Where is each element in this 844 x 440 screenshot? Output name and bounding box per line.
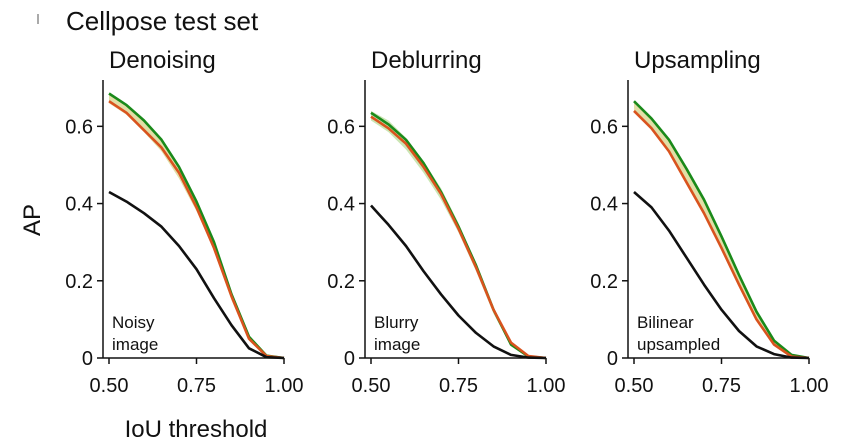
panel-title: Upsampling bbox=[634, 47, 761, 74]
y-tick-label: 0 bbox=[344, 348, 355, 370]
y-tick-label: 0.6 bbox=[590, 116, 618, 138]
panel-annotation: image bbox=[112, 335, 158, 354]
x-tick-label: 0.50 bbox=[615, 375, 654, 397]
series-line-1 bbox=[633, 100, 810, 360]
panel-annotation: Bilinear bbox=[637, 313, 694, 332]
series-line-3 bbox=[633, 191, 810, 360]
x-tick-label: 0.50 bbox=[90, 375, 129, 397]
panel-annotation: Noisy bbox=[112, 313, 155, 332]
y-tick-label: 0.6 bbox=[327, 116, 355, 138]
y-tick-label: 0.2 bbox=[327, 271, 355, 293]
series-line-3 bbox=[108, 190, 285, 360]
panel-title: Deblurring bbox=[371, 47, 482, 74]
chart-panel-1: Deblurring 0 0.2 0.4 0.6 0.50 0.75 1.00 Blurry im… bbox=[327, 47, 565, 397]
x-tick-label: 0.75 bbox=[177, 375, 216, 397]
y-tick-label: 0.2 bbox=[590, 271, 618, 293]
panel-annotation: Blurry bbox=[374, 313, 419, 332]
y-tick-label: 0.2 bbox=[65, 271, 93, 293]
chart-panel-0: Denoising 0 0.2 0.4 0.6 0.50 0.75 1.00 Noisy imag… bbox=[65, 47, 303, 397]
x-tick-label: 0.75 bbox=[702, 375, 741, 397]
y-tick-label: 0 bbox=[82, 348, 93, 370]
y-axis-label: AP bbox=[19, 204, 46, 236]
y-tick-label: 0.4 bbox=[65, 194, 93, 216]
x-axis-label: IoU threshold bbox=[125, 416, 268, 440]
x-tick-label: 1.00 bbox=[527, 375, 566, 397]
y-tick-label: 0.4 bbox=[327, 194, 355, 216]
x-tick-label: 0.50 bbox=[352, 375, 391, 397]
series-line-2 bbox=[633, 109, 810, 360]
series-line-3 bbox=[370, 204, 547, 360]
y-tick-label: 0.6 bbox=[65, 116, 93, 138]
x-tick-label: 1.00 bbox=[265, 375, 304, 397]
figure-title: Cellpose test set bbox=[66, 6, 259, 36]
panels: Denoising 0 0.2 0.4 0.6 0.50 0.75 1.00 Noisy imag… bbox=[65, 47, 828, 397]
panel-annotation: upsampled bbox=[637, 335, 720, 354]
y-tick-label: 0 bbox=[607, 348, 618, 370]
chart-panel-2: Upsampling 0 0.2 0.4 0.6 0.50 0.75 1.00 Bilinear… bbox=[590, 47, 828, 397]
series-line-2 bbox=[108, 100, 285, 360]
y-tick-label: 0.4 bbox=[590, 194, 618, 216]
panel-marker bbox=[37, 14, 39, 24]
x-tick-label: 1.00 bbox=[790, 375, 829, 397]
panel-annotation: image bbox=[374, 335, 420, 354]
x-tick-label: 0.75 bbox=[439, 375, 478, 397]
panel-title: Denoising bbox=[109, 47, 216, 74]
series-line-2 bbox=[370, 115, 547, 360]
